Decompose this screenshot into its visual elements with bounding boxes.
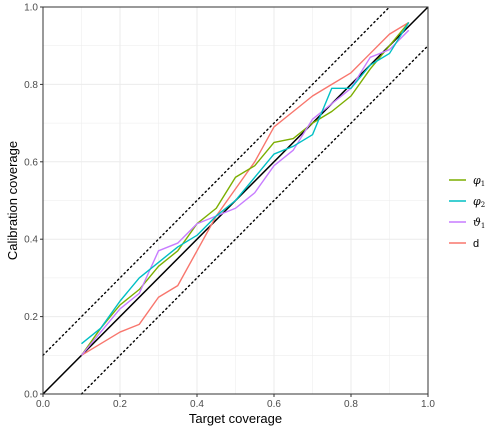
tolerance-line-dotted — [80, 45, 429, 395]
y-tick-label: 1.0 — [24, 3, 38, 14]
legend-label-1: φ2 — [473, 195, 485, 209]
legend: φ1 φ2 ϑ1 d — [449, 174, 485, 250]
x-tick-label: 0.2 — [113, 399, 127, 410]
legend-label-3: d — [473, 238, 479, 250]
y-tick-label: 0.4 — [24, 235, 38, 246]
legend-label-2: ϑ1 — [473, 216, 485, 230]
x-tick-label: 1.0 — [421, 399, 435, 410]
y-tick-label: 0.6 — [24, 157, 38, 168]
legend-label-0: φ1 — [473, 174, 485, 188]
x-axis-title: Target coverage — [189, 411, 282, 426]
x-axis-ticks: 0.0 0.2 0.4 0.6 0.8 1.0 — [36, 394, 435, 410]
x-tick-label: 0.0 — [36, 399, 50, 410]
series-line-2 — [80, 29, 410, 356]
plot-border — [42, 6, 429, 395]
series-line-1 — [81, 22, 410, 345]
tolerance-line-dotted — [42, 6, 391, 356]
y-axis-ticks: 0.0 0.2 0.4 0.6 0.8 1.0 — [24, 3, 43, 401]
y-tick-label: 0.8 — [24, 80, 38, 91]
y-axis-title: Calibration coverage — [5, 141, 20, 260]
y-tick-label: 0.0 — [24, 390, 38, 401]
series-lines — [80, 21, 410, 356]
x-tick-label: 0.6 — [267, 399, 281, 410]
x-tick-label: 0.8 — [344, 399, 358, 410]
series-line-3 — [81, 21, 410, 356]
series-line-0 — [80, 22, 410, 356]
x-tick-label: 0.4 — [190, 399, 204, 410]
y-tick-label: 0.2 — [24, 312, 38, 323]
